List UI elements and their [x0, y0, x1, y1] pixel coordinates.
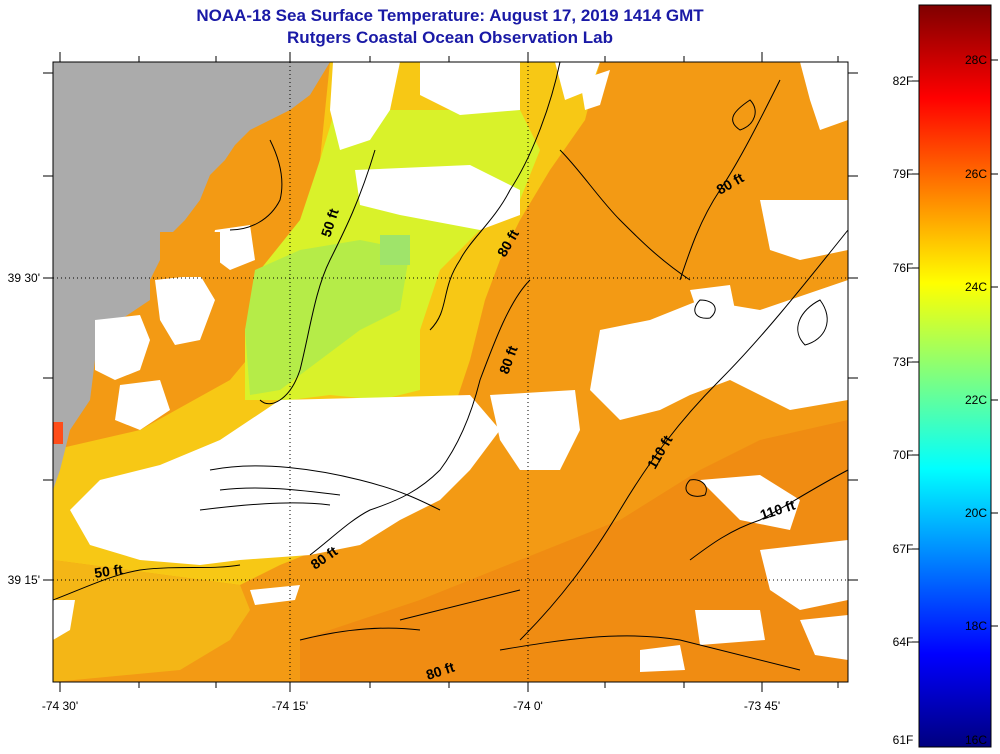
colorbar-f-label: 61F — [893, 733, 914, 747]
map-frame — [52, 61, 849, 683]
y-tick-label: 39 30' — [8, 271, 40, 285]
x-tick-label: -73 45' — [744, 699, 780, 713]
colorbar-c-label: 24C — [965, 280, 987, 294]
frame-ticks — [43, 52, 858, 692]
contour-label: 80 ft — [424, 659, 457, 683]
colorbar-f-label: 73F — [893, 355, 914, 369]
map-area: 50 ft 50 ft 80 ft 80 ft 80 ft 80 ft 80 f… — [53, 62, 848, 683]
warm-pixel-land-edge — [53, 422, 63, 444]
isobath-contours — [53, 62, 848, 671]
colorbar-c-label: 20C — [965, 506, 987, 520]
contour-label: 50 ft — [93, 561, 124, 581]
colorbar-f-label: 82F — [893, 74, 914, 88]
map-subtitle: Rutgers Coastal Ocean Observation Lab — [287, 28, 613, 47]
colorbar-f-label: 64F — [893, 635, 914, 649]
colorbar-f-label: 79F — [893, 167, 914, 181]
sst-cooler-field — [245, 240, 410, 395]
x-tick-label: -74 15' — [272, 699, 308, 713]
colorbar-f-label: 70F — [893, 448, 914, 462]
colorbar-c-label: 16C — [965, 733, 987, 747]
colorbar-ticks — [912, 59, 998, 643]
colorbar-c-label: 28C — [965, 53, 987, 67]
colorbar-c-label: 18C — [965, 619, 987, 633]
warm-bay-patch — [225, 185, 295, 215]
warm-bay-patch-2 — [160, 232, 220, 277]
colorbar — [918, 4, 992, 748]
x-tick-label: -74 0' — [513, 699, 543, 713]
colorbar-f-label: 76F — [893, 261, 914, 275]
x-tick-label: -74 30' — [42, 699, 78, 713]
colorbar-f-labels: 82F 79F 76F 73F 70F 67F 64F 61F — [893, 74, 914, 747]
sst-coolest-patch — [380, 235, 410, 265]
colorbar-c-label: 26C — [965, 167, 987, 181]
colorbar-c-labels: 28C 26C 24C 22C 20C 18C 16C — [965, 53, 987, 747]
y-tick-label: 39 15' — [8, 573, 40, 587]
sst-mid-field-south — [53, 560, 250, 682]
colorbar-c-label: 22C — [965, 393, 987, 407]
land-mass — [53, 62, 330, 490]
colorbar-f-label: 67F — [893, 542, 914, 556]
cloud-mask — [53, 62, 848, 672]
graticule — [53, 62, 848, 682]
coastal-bays — [95, 225, 255, 430]
map-title: NOAA-18 Sea Surface Temperature: August … — [196, 6, 704, 25]
